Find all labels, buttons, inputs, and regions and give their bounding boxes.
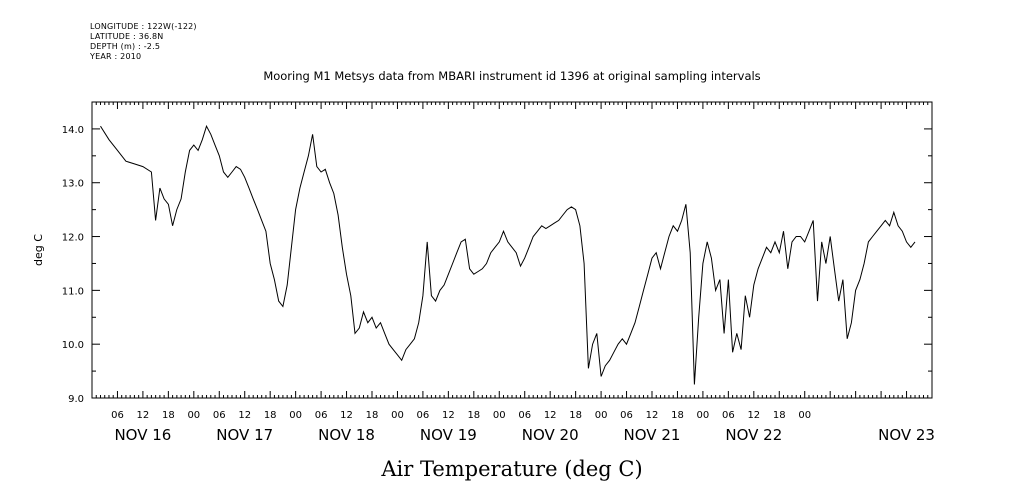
x-tick-label: 18 — [264, 410, 277, 421]
day-label: NOV 16 — [114, 426, 171, 444]
x-tick-label: 00 — [595, 410, 608, 421]
x-tick-label: 12 — [137, 410, 150, 421]
x-tick-label: 12 — [238, 410, 251, 421]
y-tick-label: 9.0 — [68, 394, 84, 405]
x-tick-label: 00 — [493, 410, 506, 421]
chart-title: Mooring M1 Metsys data from MBARI instru… — [263, 69, 760, 83]
day-label: NOV 23 — [878, 426, 935, 444]
x-tick-label: 06 — [213, 410, 226, 421]
day-labels: NOV 16 NOV 17 NOV 18 NOV 19 NOV 20 NOV 21 NOV … — [114, 426, 935, 444]
x-tick-label: 06 — [722, 410, 735, 421]
x-tick-label: 12 — [646, 410, 659, 421]
x-tick-labels: 06 12 18 00 06 12 18 00 06 12 18 00 06 12 18 00 06 12 18 00… — [111, 410, 811, 421]
x-tick-label: 00 — [391, 410, 404, 421]
y-tick-label: 10.0 — [62, 340, 84, 351]
day-label: NOV 19 — [420, 426, 477, 444]
x-tick-label: 06 — [315, 410, 328, 421]
x-tick-label: 00 — [798, 410, 811, 421]
x-tick-label: 12 — [442, 410, 455, 421]
y-tick-label: 14.0 — [62, 125, 84, 136]
x-tick-label: 00 — [697, 410, 710, 421]
tick-marks — [92, 101, 932, 399]
latitude-text: LATITUDE : 36.8N — [90, 32, 164, 41]
y-tick-labels: 9.0 10.0 11.0 12.0 13.0 14.0 — [62, 125, 84, 405]
y-axis-label: deg C — [32, 234, 45, 266]
metadata-block: LONGITUDE : 122W(-122) LATITUDE : 36.8N … — [90, 22, 197, 62]
x-tick-label: 00 — [289, 410, 302, 421]
day-label: NOV 20 — [522, 426, 579, 444]
series-line-0 — [100, 124, 916, 385]
depth-text: DEPTH (m) : -2.5 — [90, 42, 161, 51]
y-tick-label: 12.0 — [62, 233, 84, 244]
day-label: NOV 21 — [624, 426, 681, 444]
x-tick-label: 12 — [544, 410, 557, 421]
x-tick-label: 00 — [187, 410, 200, 421]
day-label: NOV 17 — [216, 426, 273, 444]
x-tick-label: 06 — [620, 410, 633, 421]
y-tick-label: 13.0 — [62, 179, 84, 190]
x-tick-label: 18 — [467, 410, 480, 421]
y-tick-label: 11.0 — [62, 286, 84, 297]
day-label: NOV 18 — [318, 426, 375, 444]
day-label: NOV 22 — [725, 426, 782, 444]
x-tick-label: 12 — [340, 410, 353, 421]
x-tick-label: 18 — [366, 410, 379, 421]
x-tick-label: 06 — [518, 410, 531, 421]
plot-frame — [91, 101, 933, 399]
x-axis-label: Air Temperature (deg C) — [380, 457, 642, 481]
x-tick-label: 18 — [671, 410, 684, 421]
x-tick-label: 06 — [417, 410, 430, 421]
x-tick-label: 18 — [162, 410, 175, 421]
x-tick-label: 06 — [111, 410, 124, 421]
longitude-text: LONGITUDE : 122W(-122) — [90, 22, 197, 31]
series-group — [100, 124, 916, 385]
x-tick-label: 18 — [773, 410, 786, 421]
year-text: YEAR : 2010 — [90, 52, 142, 61]
x-tick-label: 18 — [569, 410, 582, 421]
x-tick-label: 12 — [747, 410, 760, 421]
